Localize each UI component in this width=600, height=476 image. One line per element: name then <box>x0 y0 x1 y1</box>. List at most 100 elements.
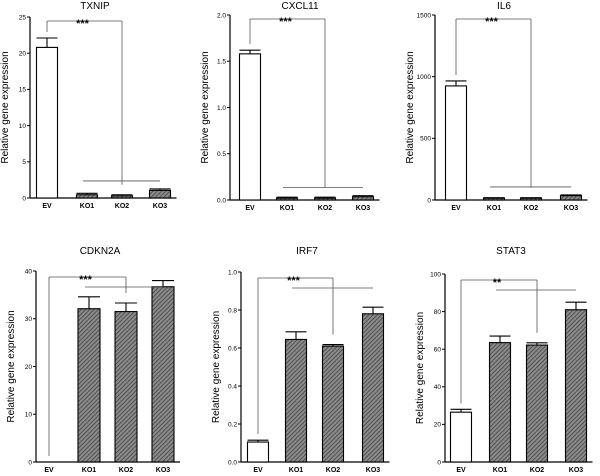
x-tick-label: KO1 <box>82 467 97 474</box>
bar-ko1 <box>275 197 299 201</box>
y-axis-label: Relative gene expression <box>415 312 426 424</box>
y-tick-label: 500 <box>420 136 431 143</box>
chart-panel-irf7: IRF7 Relative gene expression 0.0 0.2 0.4 0.6… <box>211 246 390 474</box>
y-axis-label: Relative gene expression <box>0 51 11 163</box>
y-tick-label: 0.0 <box>217 197 226 204</box>
bar-ko1 <box>75 194 99 199</box>
y-tick-label: 10 <box>19 123 27 130</box>
y-tick-label: 0.0 <box>228 459 237 466</box>
bar-ev <box>238 53 262 201</box>
y-tick-label: 40 <box>25 268 33 275</box>
x-tick-label: KO1 <box>289 467 304 474</box>
bar-ev <box>35 46 59 199</box>
x-tick-label: KO1 <box>487 205 502 212</box>
bar-ko1 <box>488 342 512 463</box>
y-tick-label: 1.0 <box>228 269 237 276</box>
y-tick-label: 15 <box>19 87 27 94</box>
significance-label: *** <box>279 16 293 28</box>
bar-ko3 <box>351 196 375 201</box>
significance-label: *** <box>79 274 93 286</box>
bar-ko1 <box>77 308 101 463</box>
significance-bracket: *** <box>455 16 571 188</box>
y-tick-label: 20 <box>19 51 27 58</box>
significance-bracket: ** <box>460 277 576 404</box>
y-tick-label: 20 <box>25 364 33 371</box>
x-tick-label: KO3 <box>356 205 371 212</box>
y-tick-label: 0.2 <box>228 421 237 428</box>
bar-ko2 <box>313 197 337 201</box>
y-tick-label: 60 <box>434 347 442 354</box>
y-tick-label: 100 <box>430 271 441 278</box>
y-tick-label: 5 <box>22 159 26 166</box>
x-tick-label: KO3 <box>569 467 584 474</box>
y-tick-label: 0.5 <box>217 151 226 158</box>
y-tick-label: 1000 <box>417 74 432 81</box>
chart-panel-il6: IL6 Relative gene expression 0 500 1000 1500 E… <box>405 1 588 212</box>
bar-ko2 <box>110 195 134 199</box>
significance-label: ** <box>493 277 502 289</box>
significance-bracket: *** <box>46 18 160 185</box>
x-tick-label: EV <box>253 467 263 474</box>
significance-bracket: *** <box>257 275 373 435</box>
x-tick-label: KO3 <box>153 203 168 210</box>
x-tick-label: KO2 <box>326 467 341 474</box>
significance-label: *** <box>485 16 499 28</box>
chart-panel-cdkn2a: CDKN2A Relative gene expression 0 10 20 30 40 E… <box>6 246 180 474</box>
x-tick-label: KO3 <box>156 467 171 474</box>
y-tick-label: 1.5 <box>217 59 226 66</box>
x-tick-label: EV <box>44 467 54 474</box>
bar-ko1 <box>284 338 308 463</box>
x-tick-label: EV <box>245 205 255 212</box>
x-tick-label: KO3 <box>564 205 579 212</box>
y-tick-label: 0.4 <box>228 383 237 390</box>
chart-panel-txnip: TXNIP Relative gene expression 0 5 10 15 20 25 E… <box>0 1 177 210</box>
y-axis-label: Relative gene expression <box>200 51 211 163</box>
x-tick-label: KO2 <box>524 205 539 212</box>
x-tick-label: KO3 <box>366 467 381 474</box>
x-tick-label: KO2 <box>119 467 134 474</box>
y-tick-label: 0.6 <box>228 345 237 352</box>
y-tick-label: 25 <box>19 14 27 21</box>
bar-ko3 <box>148 189 172 199</box>
bar-ev <box>449 411 473 463</box>
y-tick-label: 0 <box>437 459 441 466</box>
x-tick-label: KO2 <box>530 467 545 474</box>
bar-ko3 <box>361 313 385 463</box>
y-tick-label: 0 <box>427 197 431 204</box>
panel-title: IL6 <box>497 1 511 12</box>
bar-ko2 <box>114 311 138 463</box>
bar-ko3 <box>151 286 175 463</box>
bar-ko3 <box>564 309 588 463</box>
y-tick-label: 20 <box>434 422 442 429</box>
y-axis-label: Relative gene expression <box>211 311 222 423</box>
x-tick-label: KO2 <box>115 203 130 210</box>
bar-ko3 <box>559 195 583 201</box>
y-tick-label: 30 <box>25 316 33 323</box>
bar-ev <box>246 441 270 463</box>
x-tick-label: KO2 <box>318 205 333 212</box>
significance-label: *** <box>287 275 301 287</box>
significance-bracket: *** <box>249 16 363 189</box>
y-tick-label: 80 <box>434 309 442 316</box>
y-tick-label: 0 <box>22 195 26 202</box>
y-tick-label: 1.0 <box>217 105 226 112</box>
x-tick-label: EV <box>451 205 461 212</box>
panel-title: CXCL11 <box>281 1 318 12</box>
chart-panel-cxcl11: CXCL11 Relative gene expression 0.0 0.5 1.0 1… <box>200 1 380 212</box>
panel-title: TXNIP <box>80 1 110 12</box>
y-axis-label: Relative gene expression <box>6 310 17 422</box>
bar-ko2 <box>321 345 345 463</box>
y-tick-label: 0 <box>28 459 32 466</box>
bar-ko2 <box>519 197 543 201</box>
x-tick-label: KO1 <box>493 467 508 474</box>
chart-panel-stat3: STAT3 Relative gene expression 0 20 40 60 80 10… <box>415 246 593 474</box>
x-tick-label: EV <box>42 203 52 210</box>
bar-ko2 <box>525 344 549 463</box>
y-axis-label: Relative gene expression <box>405 51 416 163</box>
x-tick-label: KO1 <box>80 203 95 210</box>
x-tick-label: EV <box>456 467 466 474</box>
y-tick-label: 10 <box>25 412 33 419</box>
y-tick-label: 1500 <box>417 12 432 19</box>
bar-ko1 <box>482 197 506 201</box>
